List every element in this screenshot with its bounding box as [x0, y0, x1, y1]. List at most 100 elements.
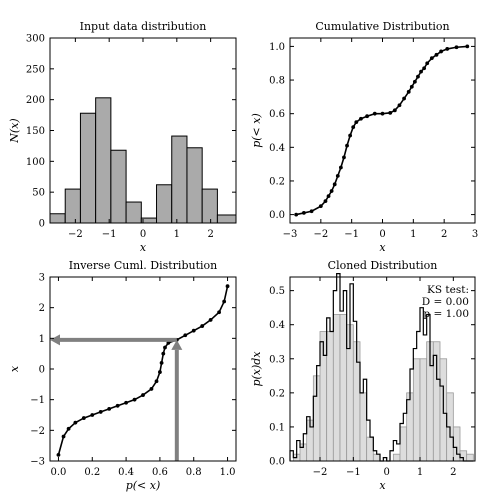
data-point — [365, 114, 369, 119]
x-tick-label: −3 — [283, 229, 298, 240]
data-point — [73, 420, 78, 425]
axes-frame — [289, 37, 476, 224]
x-tick-label: 0 — [383, 467, 389, 478]
y-tick-label: −1 — [30, 395, 45, 406]
y-tick-label: 0.0 — [269, 210, 285, 221]
data-point — [342, 155, 346, 160]
x-tick-label: −2 — [313, 467, 328, 478]
y-tick-label: 1 — [39, 334, 45, 345]
data-point — [323, 199, 328, 204]
series-line — [57, 286, 229, 456]
data-point — [98, 410, 103, 414]
x-tick-label: −2 — [313, 229, 328, 240]
histogram-bar — [64, 188, 81, 224]
data-point — [158, 370, 162, 374]
x-tick-label: 2 — [441, 229, 447, 240]
x-tick-label: 1 — [417, 467, 423, 478]
subplot-2: −3 −2 −1 0 1 2 3 0.0 0.2 0.4 0.6 0.8 1.0 Cumulative D… — [250, 20, 478, 254]
x-tick-label: 0 — [379, 229, 385, 240]
y-axis-label: x — [8, 365, 21, 372]
true-distribution-bar — [412, 358, 421, 462]
data-point — [90, 413, 95, 417]
histogram-bar — [186, 147, 203, 224]
data-point — [149, 387, 154, 391]
histogram-bar — [140, 217, 158, 224]
data-point — [397, 103, 402, 108]
ks-test-label: KS test: — [427, 284, 469, 296]
x-tick-label: 0.4 — [118, 467, 134, 478]
histogram-bar — [49, 213, 66, 224]
data-point — [425, 61, 430, 66]
data-point — [161, 351, 166, 356]
data-point — [301, 211, 306, 215]
y-tick-label: 0.3 — [269, 354, 285, 365]
chart-title: Cloned Distribution — [328, 259, 438, 272]
data-point — [56, 452, 61, 457]
data-point — [351, 125, 356, 130]
ks-test-p: p = 1.00 — [423, 308, 469, 320]
x-tick-label: −2 — [68, 229, 83, 240]
y-tick-label: 0.0 — [269, 457, 285, 468]
y-tick-label: 200 — [26, 95, 45, 106]
true-distribution-bar — [359, 392, 368, 462]
true-distribution-bar — [366, 436, 374, 462]
data-point — [380, 111, 385, 116]
data-point — [392, 108, 397, 113]
true-distribution-bar — [372, 453, 381, 462]
data-point — [81, 416, 86, 420]
y-tick-label: 300 — [26, 34, 45, 45]
data-point — [183, 333, 188, 338]
arrowhead — [50, 334, 60, 346]
data-point — [422, 66, 427, 71]
data-point — [429, 56, 434, 61]
chart-title: Cumulative Distribution — [315, 20, 449, 33]
true-distribution-bar — [339, 314, 348, 462]
data-point — [329, 189, 334, 193]
data-point — [388, 110, 393, 115]
data-point — [191, 328, 196, 333]
histogram-bar — [110, 149, 127, 224]
y-axis-label: N(x) — [8, 118, 21, 143]
data-point — [107, 406, 112, 411]
y-axis-label: p(< x) — [250, 113, 263, 148]
data-point — [208, 318, 213, 322]
true-distribution-bar — [399, 426, 408, 462]
chart-title: Input data distribution — [80, 20, 207, 33]
x-tick-label: −1 — [346, 467, 361, 478]
data-point — [416, 74, 420, 79]
data-point — [294, 212, 299, 217]
y-tick-label: −3 — [30, 457, 45, 468]
histogram-bar — [216, 214, 237, 224]
y-tick-label: 3 — [39, 273, 45, 284]
data-point — [159, 360, 164, 365]
data-point — [124, 400, 128, 405]
data-point — [412, 79, 417, 84]
histogram-bar — [156, 184, 173, 224]
series-line — [295, 45, 468, 216]
data-point — [141, 393, 145, 397]
x-axis-label: x — [140, 241, 147, 254]
x-tick-label: 0.8 — [186, 467, 202, 478]
data-point — [217, 310, 221, 315]
y-tick-label: 0.5 — [269, 286, 285, 297]
data-point — [439, 49, 443, 54]
y-tick-label: 0 — [39, 219, 45, 230]
data-point — [445, 47, 450, 51]
subplot-1: −2 −1 0 1 2 0 50 100 150 200 250 300 Input data dist… — [8, 20, 237, 254]
data-point — [309, 209, 314, 214]
y-tick-label: 2 — [39, 303, 45, 314]
true-distribution-bar — [419, 358, 428, 462]
data-point — [434, 52, 439, 57]
data-point — [359, 116, 363, 121]
y-tick-label: 0.2 — [269, 176, 285, 187]
x-tick-label: 0.0 — [51, 467, 67, 478]
data-point — [318, 204, 323, 209]
data-point — [335, 174, 340, 178]
y-tick-label: 0.4 — [269, 320, 285, 331]
data-point — [332, 182, 337, 187]
data-point — [419, 69, 423, 74]
y-tick-label: 0.8 — [269, 76, 285, 87]
data-point — [348, 133, 353, 138]
x-axis-label: x — [379, 479, 386, 492]
data-point — [61, 434, 66, 439]
